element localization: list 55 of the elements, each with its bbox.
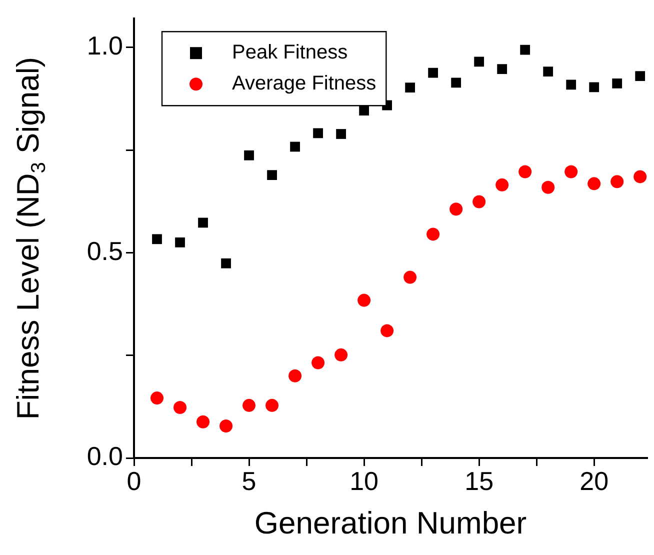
point xyxy=(426,228,440,241)
y-tick-label: 0.0 xyxy=(86,441,123,472)
point xyxy=(221,258,231,268)
point xyxy=(612,78,622,88)
point xyxy=(451,78,462,88)
x-tick-label: 15 xyxy=(464,466,494,496)
point xyxy=(404,270,417,284)
y-tick-label: 0.5 xyxy=(86,236,123,266)
point xyxy=(196,415,210,428)
point xyxy=(312,356,325,370)
point xyxy=(520,44,530,55)
point xyxy=(518,165,532,178)
point xyxy=(174,400,187,414)
y-axis-title: Fitness Level (ND3 Signal) xyxy=(10,56,50,420)
y-tick-label: 1.0 xyxy=(86,30,123,61)
legend-label: Peak Fitness xyxy=(232,42,348,64)
point xyxy=(543,66,554,77)
point xyxy=(267,170,277,180)
x-tick-label: 10 xyxy=(350,466,379,496)
point xyxy=(220,419,233,432)
point xyxy=(244,150,254,160)
point xyxy=(635,71,646,82)
point xyxy=(150,392,164,405)
point xyxy=(242,398,256,412)
point xyxy=(358,294,371,307)
point xyxy=(313,128,323,138)
point xyxy=(290,142,300,152)
point xyxy=(266,398,279,412)
point xyxy=(474,56,484,67)
point xyxy=(472,195,486,208)
point xyxy=(175,237,185,248)
point xyxy=(542,180,555,194)
point xyxy=(566,80,576,90)
point xyxy=(198,218,208,228)
point xyxy=(610,175,624,188)
point xyxy=(589,82,600,92)
point xyxy=(588,177,601,190)
point xyxy=(336,129,346,139)
point xyxy=(450,202,463,216)
point xyxy=(288,369,302,382)
x-tick-label: 0 xyxy=(126,466,142,496)
point xyxy=(152,234,162,244)
legend-label: Average Fitness xyxy=(232,72,376,95)
point xyxy=(496,178,509,192)
x-tick-label: 20 xyxy=(580,466,609,496)
point xyxy=(380,324,394,338)
x-axis-title: Generation Number xyxy=(254,506,527,541)
point xyxy=(564,165,578,178)
point xyxy=(634,170,647,184)
point xyxy=(359,106,369,116)
point xyxy=(428,68,438,78)
point xyxy=(334,348,348,362)
point xyxy=(497,64,508,74)
point xyxy=(405,82,416,93)
x-tick-label: 5 xyxy=(242,466,256,496)
